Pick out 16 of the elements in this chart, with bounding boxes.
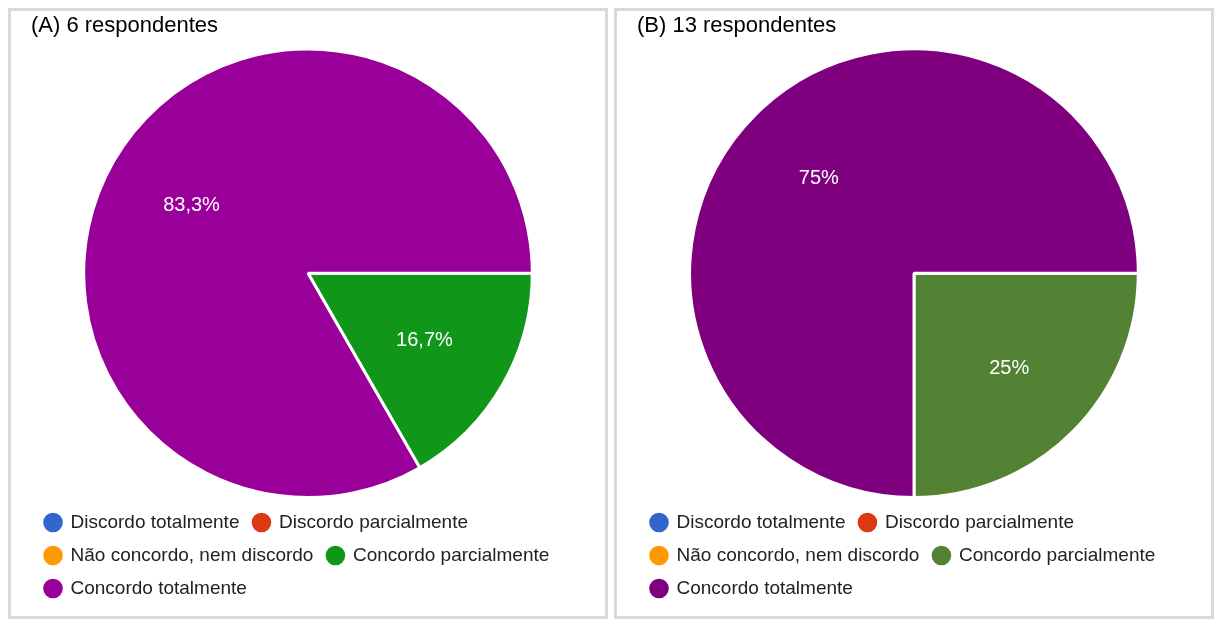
legend-label: Discordo totalmente xyxy=(676,510,846,532)
legend-label: Concordo totalmente xyxy=(70,576,247,598)
legend-label: Discordo parcialmente xyxy=(278,510,468,532)
legend-label: Concordo totalmente xyxy=(676,576,853,598)
data-label: 16,7% xyxy=(396,328,454,351)
legend-label: Concordo parcialmente xyxy=(352,543,550,565)
chart-title: (B) 13 respondentes xyxy=(637,12,837,38)
legend-label: Concordo parcialmente xyxy=(958,543,1156,565)
legend-label: Não concordo, nem discordo xyxy=(676,543,920,565)
legend-label: Não concordo, nem discordo xyxy=(70,543,314,565)
data-label: 83,3% xyxy=(163,193,221,216)
chart-title: (A) 6 respondentes xyxy=(31,12,219,38)
data-label: 75% xyxy=(798,165,840,188)
legend-label: Discordo totalmente xyxy=(70,510,240,532)
legend-label: Discordo parcialmente xyxy=(884,510,1074,532)
data-label: 25% xyxy=(989,355,1030,378)
